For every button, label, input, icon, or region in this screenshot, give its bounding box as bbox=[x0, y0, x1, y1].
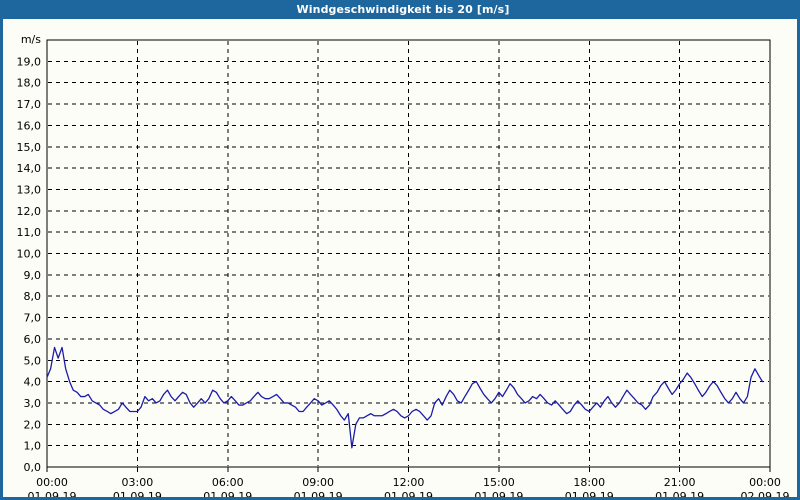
x-tick-time-label: 06:00 bbox=[212, 476, 244, 489]
y-tick-label: 14,0 bbox=[17, 162, 42, 175]
y-tick-label: 18,0 bbox=[17, 77, 42, 90]
y-tick-label: 4,0 bbox=[24, 376, 42, 389]
x-tick-date-label: 01.09.19 bbox=[565, 490, 614, 497]
window-title-bar: Windgeschwindigkeit bis 20 [m/s] bbox=[3, 0, 797, 19]
y-tick-label: 8,0 bbox=[24, 290, 42, 303]
y-axis-unit-text: m/s bbox=[21, 33, 41, 46]
x-tick-date-label: 01.09.19 bbox=[113, 490, 162, 497]
y-tick-label: 6,0 bbox=[24, 333, 42, 346]
y-tick-label: 17,0 bbox=[17, 98, 42, 111]
chart-canvas: m/s 0,0 1,0 2,0 3,0 4,0 5,0 6,0 7,0 8,0 9,0 10,0 11… bbox=[3, 19, 797, 497]
x-tick-date-label: 01.09.19 bbox=[28, 490, 77, 497]
y-tick-label: 11,0 bbox=[17, 226, 42, 239]
y-tick-label: 0,0 bbox=[24, 461, 42, 474]
y-tick-label: 3,0 bbox=[24, 397, 42, 410]
y-tick-label: 1,0 bbox=[24, 440, 42, 453]
x-tick-time-label: 09:00 bbox=[302, 476, 334, 489]
y-tick-label: 2,0 bbox=[24, 418, 42, 431]
x-tick-labels: 00:0001.09.1903:0001.09.1906:0001.09.190… bbox=[28, 476, 790, 497]
x-gridlines bbox=[136, 41, 681, 466]
x-tick-time-label: 15:00 bbox=[483, 476, 515, 489]
x-tick-time-label: 00:00 bbox=[749, 476, 781, 489]
y-tick-label: 16,0 bbox=[17, 119, 42, 132]
x-tick-date-label: 01.09.19 bbox=[474, 490, 523, 497]
x-tick-time-label: 03:00 bbox=[122, 476, 154, 489]
x-tick-date-label: 01.09.19 bbox=[384, 490, 433, 497]
y-tick-labels: 0,0 1,0 2,0 3,0 4,0 5,0 6,0 7,0 8,0 9,0 10,0 11,0 12… bbox=[17, 55, 42, 474]
x-tick-date-label: 02.09.19 bbox=[741, 490, 790, 497]
y-axis-unit-label: m/s bbox=[21, 33, 41, 46]
y-tick-label: 15,0 bbox=[17, 141, 42, 154]
y-tick-label: 10,0 bbox=[17, 248, 42, 261]
y-tick-label: 9,0 bbox=[24, 269, 42, 282]
wind-speed-series-line bbox=[46, 346, 764, 449]
x-tick-time-label: 00:00 bbox=[36, 476, 68, 489]
x-tick-time-label: 18:00 bbox=[573, 476, 605, 489]
y-tick-label: 5,0 bbox=[24, 354, 42, 367]
wind-speed-line-chart: m/s 0,0 1,0 2,0 3,0 4,0 5,0 6,0 7,0 8,0 9,0 10,0 11… bbox=[17, 33, 790, 497]
x-tick-date-label: 01.09.19 bbox=[655, 490, 704, 497]
y-tick-label: 19,0 bbox=[17, 55, 42, 68]
y-tick-label: 7,0 bbox=[24, 312, 42, 325]
y-tick-label: 12,0 bbox=[17, 205, 42, 218]
x-tick-time-label: 12:00 bbox=[393, 476, 425, 489]
y-tick-label: 13,0 bbox=[17, 183, 42, 196]
x-tick-marks bbox=[46, 467, 771, 472]
x-tick-date-label: 01.09.19 bbox=[294, 490, 343, 497]
x-tick-time-label: 21:00 bbox=[664, 476, 696, 489]
x-tick-date-label: 01.09.19 bbox=[203, 490, 252, 497]
